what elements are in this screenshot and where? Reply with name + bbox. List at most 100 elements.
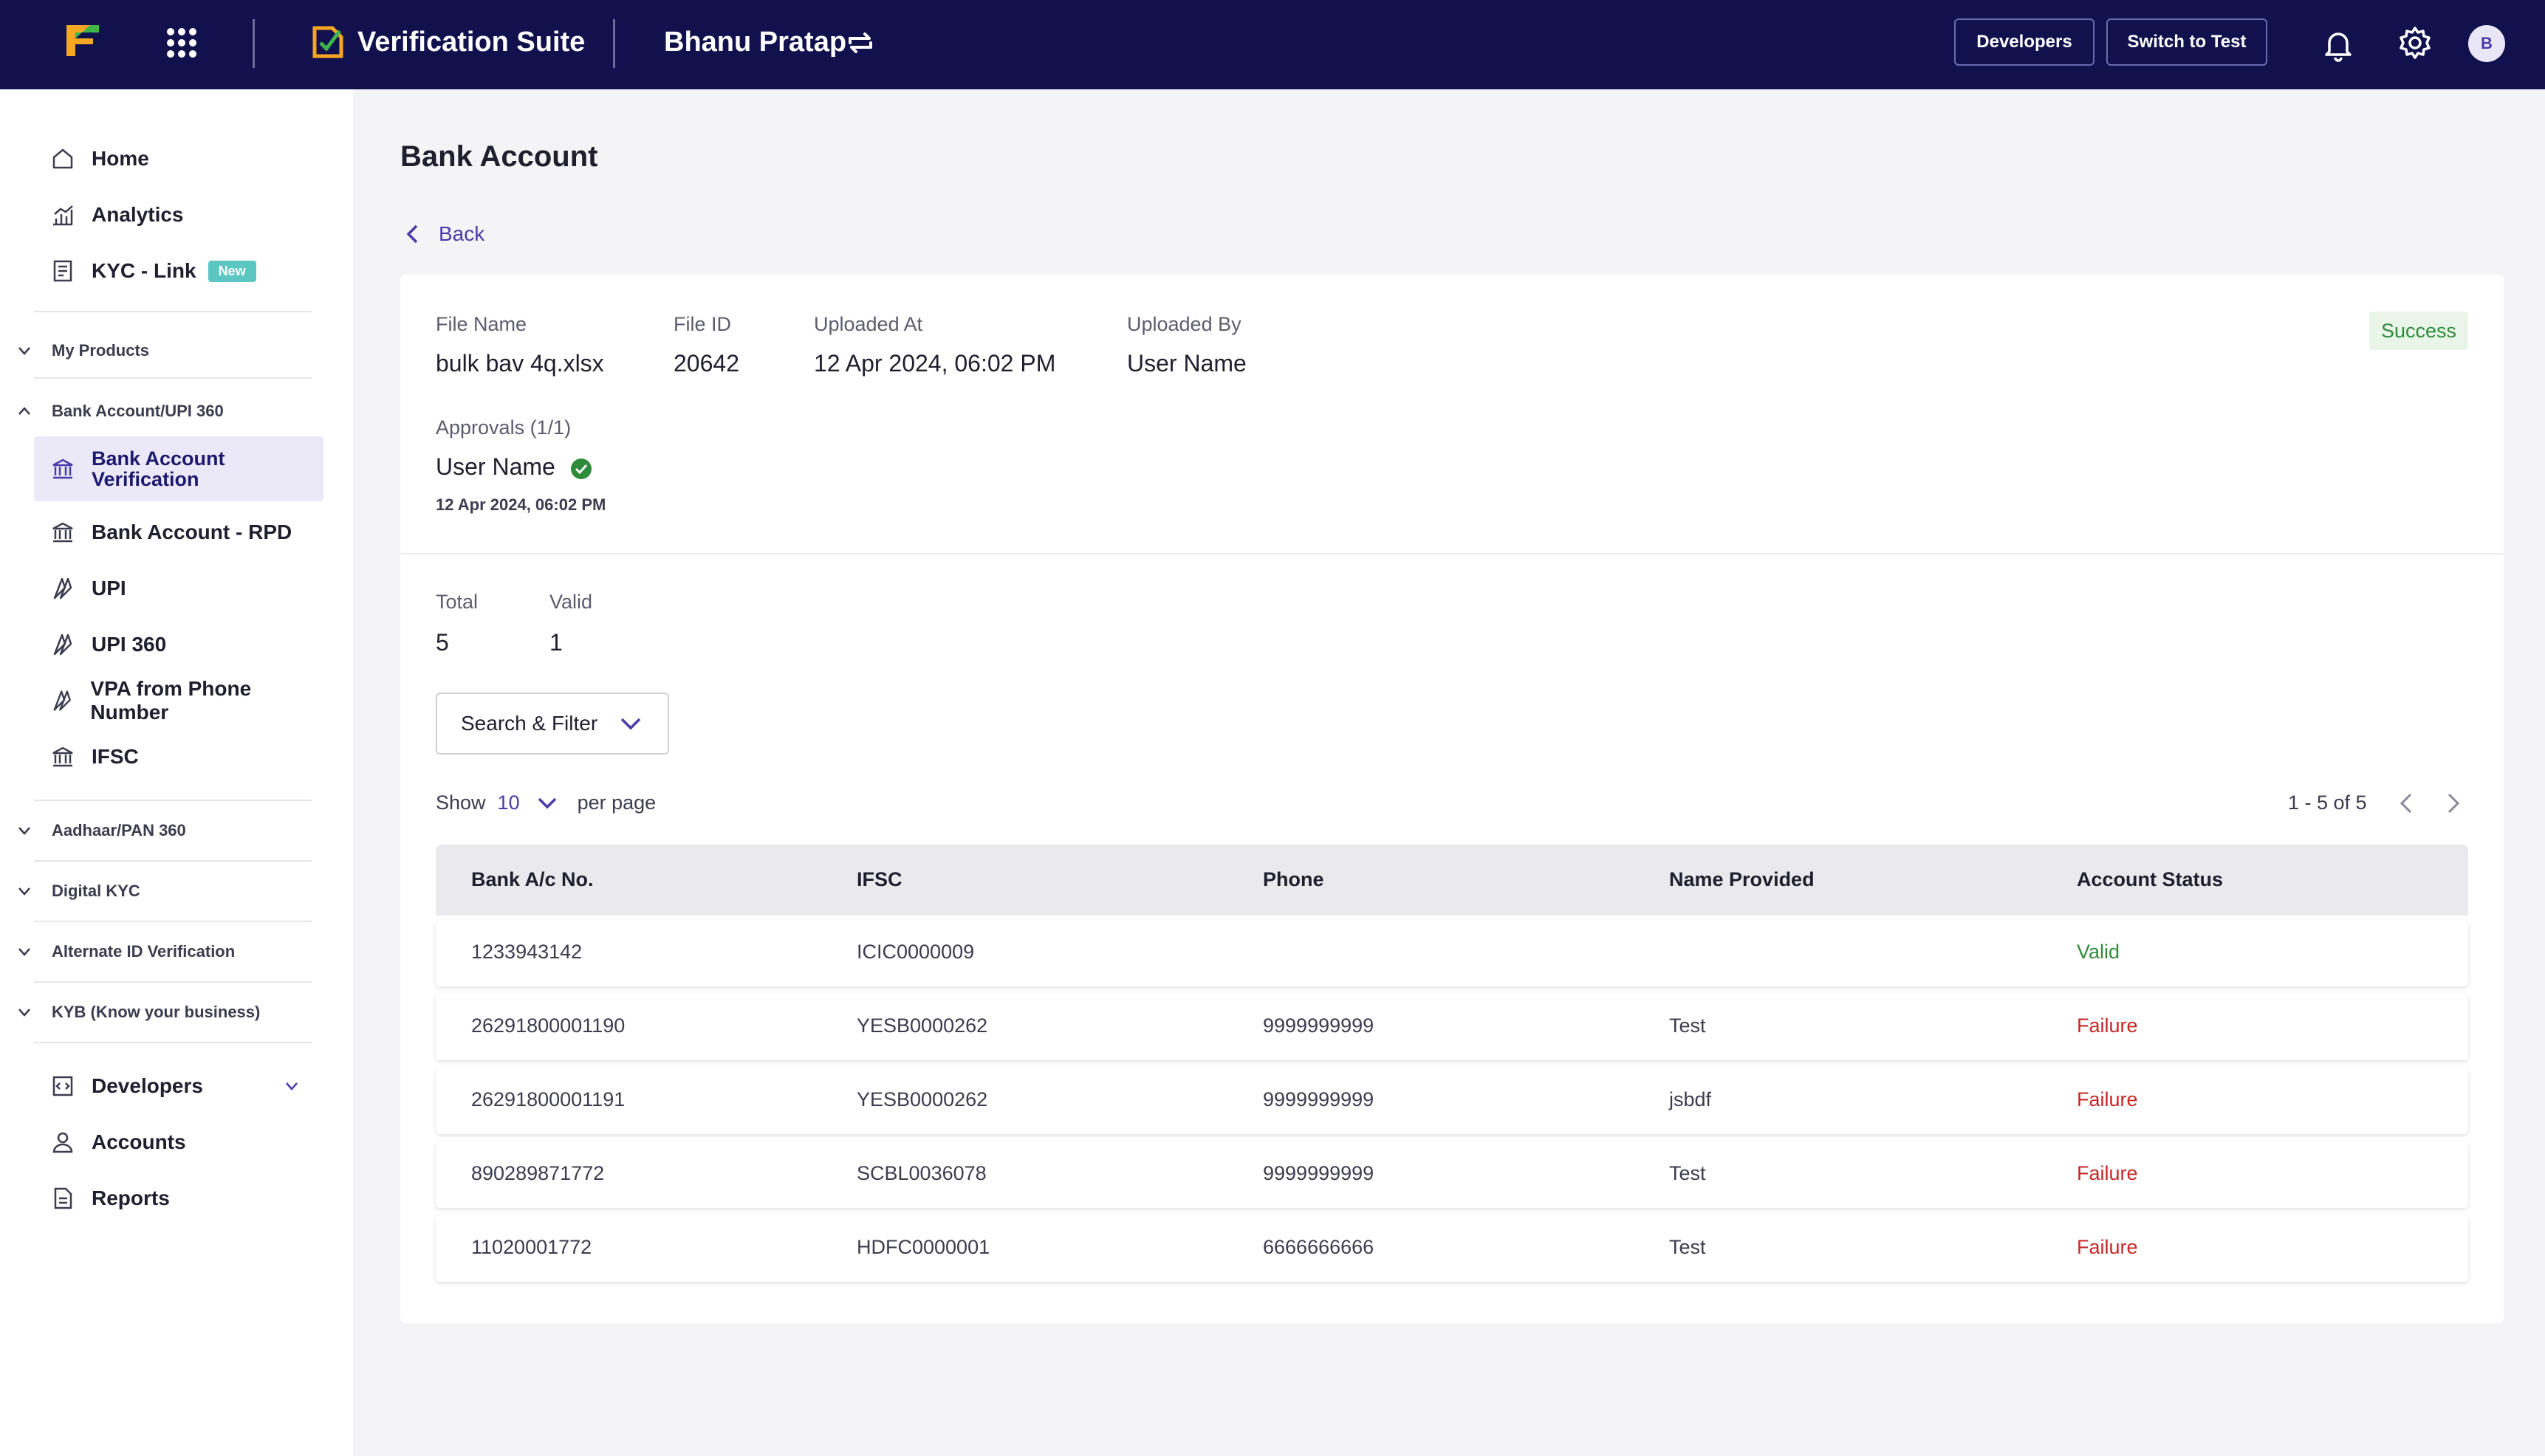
check-circle-icon	[571, 459, 592, 479]
total-label: Total	[436, 591, 479, 613]
verification-suite-icon	[312, 26, 343, 58]
chevron-down-icon	[18, 948, 30, 956]
switch-account-icon[interactable]	[846, 28, 875, 58]
sidebar-item-label: IFSC	[92, 745, 139, 768]
cell-ifsc: YESB0000262	[857, 1014, 988, 1037]
apps-grid-icon[interactable]	[167, 28, 196, 58]
sidebar-item-label: Home	[92, 147, 149, 170]
brand-logo-icon[interactable]	[61, 19, 105, 61]
chevron-down-icon	[620, 718, 641, 730]
column-header: Name Provided	[1669, 868, 1815, 890]
approval-date: 12 Apr 2024, 06:02 PM	[436, 495, 606, 514]
sidebar-divider	[34, 800, 312, 801]
sidebar-divider	[34, 311, 312, 312]
per-page-value[interactable]: 10	[497, 791, 520, 814]
chevron-down-icon	[18, 347, 30, 355]
chevron-left-icon[interactable]	[2397, 791, 2415, 815]
table-row[interactable]: 890289871772 SCBL0036078 9999999999 Test…	[436, 1141, 2468, 1208]
section-my-products[interactable]: My Products	[15, 333, 325, 368]
upi-icon	[53, 633, 72, 656]
cell-phone: 9999999999	[1263, 1162, 1374, 1184]
cell-name: Test	[1669, 1236, 1706, 1258]
gear-icon[interactable]	[2397, 25, 2433, 61]
chevron-left-icon	[406, 224, 418, 244]
cell-phone: 9999999999	[1263, 1014, 1374, 1037]
section-digital-kyc[interactable]: Digital KYC	[15, 873, 325, 909]
uploaded-by-value: User Name	[1127, 350, 1247, 377]
chevron-down-icon	[18, 1009, 30, 1017]
sidebar-item-vpa-from-phone[interactable]: VPA from Phone Number	[34, 670, 323, 732]
sidebar-item-home[interactable]: Home	[34, 128, 323, 190]
table-row[interactable]: 26291800001191 YESB0000262 9999999999 js…	[436, 1068, 2468, 1134]
top-bar: Verification Suite Bhanu Pratap Develope…	[0, 0, 2545, 89]
sidebar-divider	[34, 981, 312, 983]
uploaded-by-label: Uploaded By	[1127, 313, 1241, 335]
switch-to-test-button[interactable]: Switch to Test	[2106, 18, 2267, 66]
per-page-selector: Show 10 per page	[436, 791, 656, 814]
page-title: Bank Account	[400, 140, 598, 173]
header-divider	[253, 19, 255, 68]
card-divider	[400, 553, 2504, 554]
cell-status: Failure	[2077, 1014, 2138, 1037]
section-label: Bank Account/UPI 360	[52, 402, 224, 420]
section-label: Digital KYC	[52, 882, 140, 900]
avatar[interactable]: B	[2468, 25, 2505, 62]
bell-icon[interactable]	[2322, 27, 2354, 62]
new-badge: New	[208, 260, 256, 282]
valid-value: 1	[549, 629, 563, 656]
sidebar-item-accounts[interactable]: Accounts	[34, 1111, 323, 1173]
column-header: Bank A/c No.	[471, 868, 594, 890]
sidebar-item-analytics[interactable]: Analytics	[34, 184, 323, 246]
sidebar-item-label: Bank Account Verification	[92, 447, 225, 490]
sidebar-item-label: Developers	[92, 1074, 203, 1097]
sidebar-divider	[34, 860, 312, 862]
bank-icon	[52, 522, 73, 543]
kyc-link-icon	[53, 260, 72, 282]
file-id-label: File ID	[674, 313, 732, 335]
section-kyb[interactable]: KYB (Know your business)	[15, 995, 325, 1030]
sidebar-item-reports[interactable]: Reports	[34, 1167, 323, 1229]
chevron-down-icon[interactable]	[536, 795, 558, 811]
chevron-right-icon[interactable]	[2445, 791, 2462, 815]
upi-icon	[53, 690, 71, 711]
sidebar-divider	[34, 921, 312, 922]
table-row[interactable]: 1233943142 ICIC0000009 Valid	[436, 920, 2468, 986]
sidebar-item-developers[interactable]: Developers	[34, 1055, 323, 1117]
sidebar-item-label: Accounts	[92, 1130, 186, 1153]
valid-label: Valid	[549, 591, 593, 613]
section-aadhaar-pan[interactable]: Aadhaar/PAN 360	[15, 813, 325, 848]
table-row[interactable]: 26291800001190 YESB0000262 9999999999 Te…	[436, 994, 2468, 1060]
sidebar-item-label: KYC - Link	[92, 259, 196, 282]
section-alternate-id[interactable]: Alternate ID Verification	[15, 934, 325, 969]
sidebar: Home Analytics KYC - Link New My Product…	[0, 89, 353, 1456]
sidebar-item-upi-360[interactable]: UPI 360	[34, 614, 323, 676]
cell-ifsc: YESB0000262	[857, 1088, 988, 1110]
header-divider	[613, 19, 615, 68]
sidebar-item-ifsc[interactable]: IFSC	[34, 726, 323, 788]
back-link[interactable]: Back	[402, 222, 484, 247]
search-filter-button[interactable]: Search & Filter	[436, 693, 669, 755]
sidebar-item-bank-account-verification[interactable]: Bank Account Verification	[34, 436, 323, 501]
home-icon	[52, 148, 73, 169]
developers-button[interactable]: Developers	[1954, 18, 2094, 66]
chevron-down-icon	[18, 887, 30, 896]
sidebar-item-kyc-link[interactable]: KYC - Link New	[34, 240, 323, 302]
column-header: IFSC	[857, 868, 902, 890]
section-bank-upi[interactable]: Bank Account/UPI 360	[15, 394, 325, 429]
cell-account: 26291800001190	[471, 1014, 626, 1037]
approver-name: User Name	[436, 453, 555, 480]
sidebar-item-label: Analytics	[92, 203, 184, 226]
developers-icon	[52, 1076, 73, 1096]
user-icon	[52, 1132, 73, 1153]
sidebar-item-bank-account-rpd[interactable]: Bank Account - RPD	[34, 501, 323, 563]
reports-icon	[54, 1187, 72, 1209]
total-value: 5	[436, 629, 449, 656]
cell-account: 890289871772	[471, 1162, 605, 1184]
cell-status: Failure	[2077, 1088, 2138, 1110]
table-row[interactable]: 11020001772 HDFC0000001 6666666666 Test …	[436, 1215, 2468, 1282]
cell-account: 26291800001191	[471, 1088, 626, 1110]
sidebar-item-upi[interactable]: UPI	[34, 557, 323, 619]
sidebar-divider	[34, 1042, 312, 1043]
pagination-info: 1 - 5 of 5	[2288, 791, 2367, 814]
cell-account: 1233943142	[471, 941, 583, 963]
